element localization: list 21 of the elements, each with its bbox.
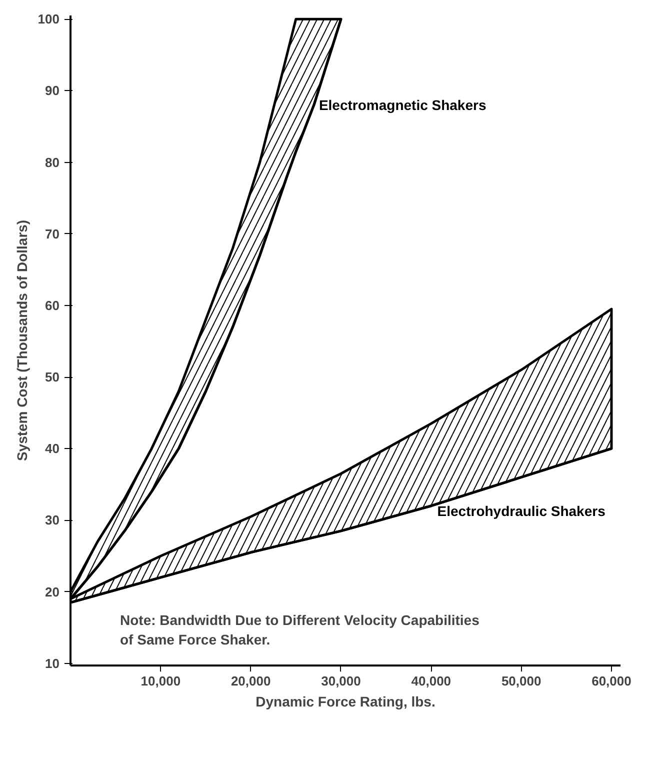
annotation: Note: Bandwidth Due to Different Velocity Capabilities of Same Force Shaker.	[120, 612, 480, 648]
y-tick-label: 90	[45, 83, 60, 98]
x-tick-label: 20,000	[230, 674, 271, 688]
y-tick-label: 50	[45, 370, 60, 385]
y-tick-label: 40	[45, 441, 60, 456]
x-tick-label: 30,000	[321, 674, 361, 688]
y-tick-label: 20	[45, 584, 60, 600]
x-tick-label: 50,000	[501, 674, 542, 688]
y-tick-label: 60	[45, 298, 60, 313]
y-tick-label: 70	[45, 226, 60, 242]
x-tick-label: 40,000	[411, 674, 452, 688]
x-tick-label: 60,000	[592, 674, 632, 688]
x-tick-label: 10,000	[140, 674, 181, 688]
y-tick-label: 10	[45, 656, 60, 671]
y-tick-label: 80	[45, 154, 60, 170]
y-axis-title: System Cost (Thousands of Dollars)	[14, 220, 30, 462]
x-axis-title: Dynamic Force Rating, lbs.	[256, 694, 436, 710]
series-label: Electromagnetic Shakers	[318, 96, 486, 113]
y-tick-label: 30	[45, 512, 60, 528]
y-tick-label: 100	[38, 12, 60, 27]
series-label: Electrohydraulic Shakers	[437, 503, 606, 520]
